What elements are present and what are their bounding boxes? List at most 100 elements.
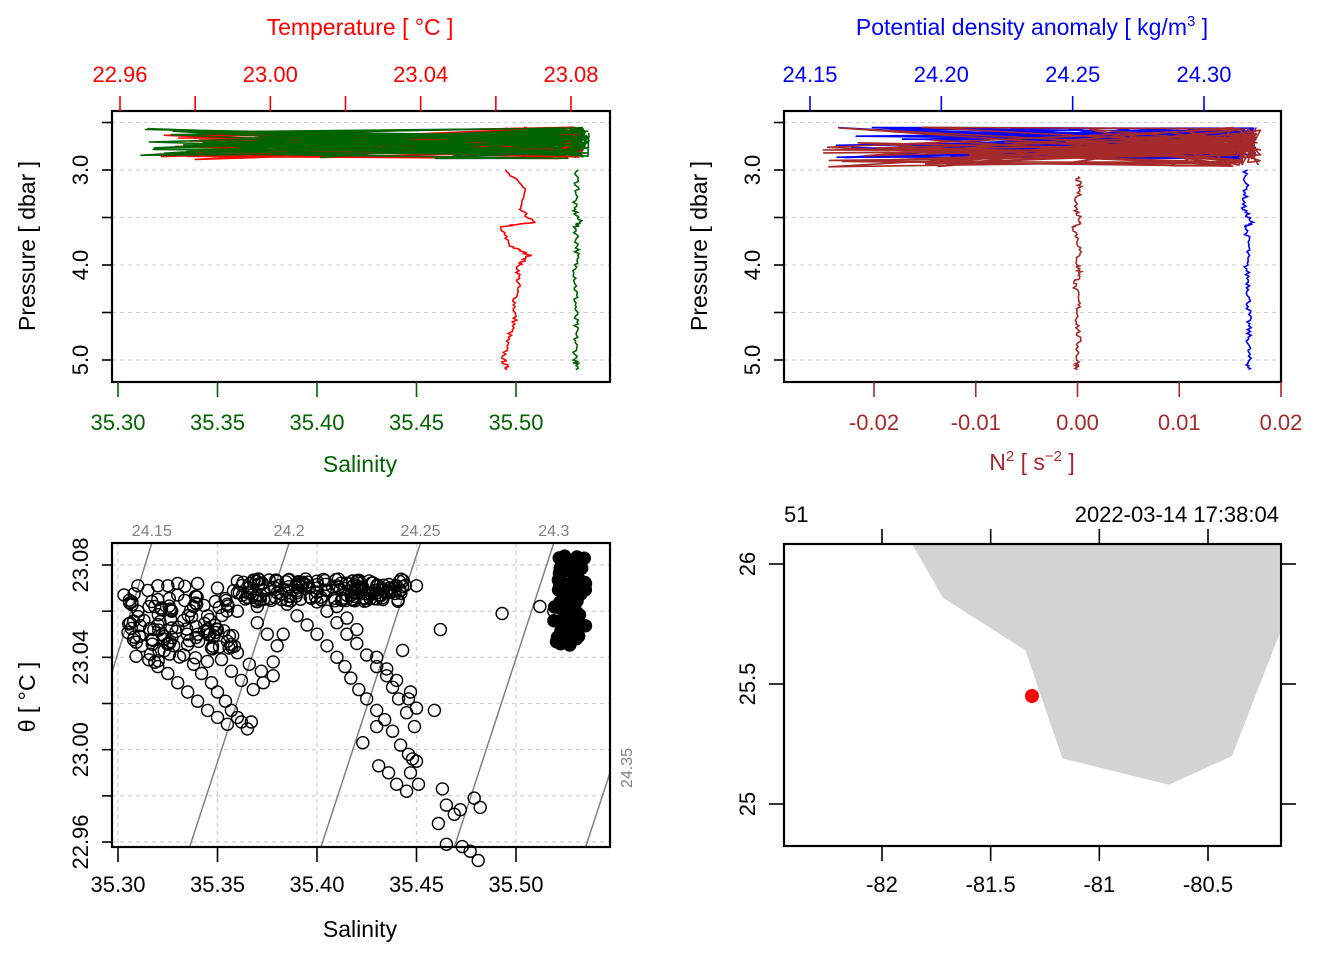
ts-point-dense <box>568 623 583 638</box>
ts-point <box>378 713 392 727</box>
ts-point-dense <box>553 561 567 575</box>
ts-point <box>395 643 410 658</box>
ts-point <box>467 791 481 805</box>
ts-point <box>200 703 215 718</box>
ts-point <box>161 666 175 681</box>
ts-point <box>401 747 416 761</box>
ts-point <box>276 627 290 641</box>
ts-point <box>431 816 446 831</box>
ts-point <box>435 782 450 796</box>
ts-point <box>370 703 384 718</box>
isopycnal-line <box>112 543 153 676</box>
ts-point <box>401 692 416 706</box>
ts-point <box>370 719 384 734</box>
bottom-tick-label: 0.02 <box>1260 410 1303 435</box>
ts-point <box>126 614 141 628</box>
p3-plot-frame <box>110 541 612 849</box>
p3-points <box>117 549 593 868</box>
ts-point <box>191 634 206 649</box>
ts-point <box>189 620 203 634</box>
series-n2-surface <box>822 126 1262 168</box>
ts-point <box>220 604 234 618</box>
top-tick-label: 23.08 <box>543 62 598 87</box>
y-tick-label: 5.0 <box>740 345 765 376</box>
ts-point <box>240 722 255 736</box>
ts-point <box>238 592 253 606</box>
ts-point <box>172 650 187 664</box>
ts-point <box>329 573 343 587</box>
p4-plot-frame <box>782 542 1283 848</box>
y-tick-label: 23.08 <box>68 537 93 592</box>
ts-point <box>262 591 277 606</box>
x-tick-label: 35.35 <box>190 872 245 897</box>
x-tick-label: -80.5 <box>1183 872 1233 897</box>
ts-point <box>407 719 422 734</box>
p2-top-label-end: ] <box>1195 14 1208 40</box>
series-temperature-profile <box>499 169 537 371</box>
ts-point-dense <box>560 579 574 593</box>
ts-point <box>270 639 284 653</box>
ts-point <box>350 573 365 588</box>
ts-point <box>177 593 192 608</box>
ts-point <box>162 647 177 661</box>
ts-point <box>267 580 281 594</box>
p2-top-label-sup: 3 <box>1187 13 1195 30</box>
p2-bottom-label-sup2: −2 <box>1045 448 1062 465</box>
ts-point <box>210 710 225 725</box>
ts-point <box>208 625 223 640</box>
y-tick-label: 25.5 <box>735 663 760 706</box>
ts-point <box>409 754 424 768</box>
ts-point <box>153 615 167 629</box>
ts-point <box>411 777 426 791</box>
ts-point-dense <box>547 600 562 614</box>
ts-point <box>350 622 364 637</box>
ts-point <box>409 701 424 715</box>
ts-point <box>214 652 229 667</box>
ts-point <box>381 766 396 780</box>
ts-point <box>162 591 177 606</box>
p2-bottom-label-end: ] <box>1062 449 1075 475</box>
top-tick-label: 24.30 <box>1176 62 1231 87</box>
series-n2-profile <box>1071 176 1085 371</box>
panel-density-n2-profile: 3.0 4.0 5.0 24.15 24.20 24.25 24.30 -0.02 -0.01 0… <box>686 13 1302 475</box>
p2-grid <box>784 121 1281 361</box>
ts-point <box>360 648 374 662</box>
ts-point <box>391 692 406 706</box>
y-tick-label: 3.0 <box>68 155 93 186</box>
y-tick-label: 4.0 <box>740 250 765 281</box>
x-tick-label: 35.45 <box>389 872 444 897</box>
ts-point <box>391 593 405 607</box>
top-tick-label: 24.15 <box>782 62 837 87</box>
ts-point <box>380 662 394 676</box>
bottom-tick-label: 35.45 <box>389 410 444 435</box>
p2-series <box>822 126 1262 371</box>
y-tick-label: 3.0 <box>740 155 765 186</box>
land-polygon <box>912 544 1280 785</box>
panel-ts-profile: 3.0 4.0 5.0 22.96 23.00 23.04 23.08 35.30 35.35 3… <box>14 14 612 477</box>
ts-point <box>246 682 261 697</box>
ts-point <box>170 676 185 690</box>
ts-point <box>360 692 374 706</box>
ts-point <box>143 647 158 661</box>
ts-point <box>220 717 235 731</box>
ts-point <box>204 676 219 690</box>
x-tick-label: 35.40 <box>289 872 344 897</box>
ts-point <box>145 637 160 651</box>
bottom-tick-label: 35.35 <box>190 410 245 435</box>
ts-point <box>495 606 509 621</box>
ts-point <box>393 738 408 752</box>
ts-point <box>374 588 388 603</box>
ts-point <box>189 630 203 645</box>
ts-point <box>205 642 220 656</box>
isopycnal-line <box>453 543 555 847</box>
ts-point <box>142 621 157 636</box>
ts-point <box>194 666 209 681</box>
p2-top-axis-label: Potential density anomaly [ kg/m3 ] <box>856 13 1208 40</box>
series-salinity-profile <box>571 169 584 371</box>
ts-point <box>188 651 203 665</box>
ts-point <box>370 659 384 674</box>
p3-y-axis-label: θ [ °C ] <box>14 662 40 733</box>
bottom-tick-label: 35.40 <box>289 410 344 435</box>
ts-point <box>186 657 201 671</box>
isopycnal-label: 24.15 <box>132 523 172 540</box>
